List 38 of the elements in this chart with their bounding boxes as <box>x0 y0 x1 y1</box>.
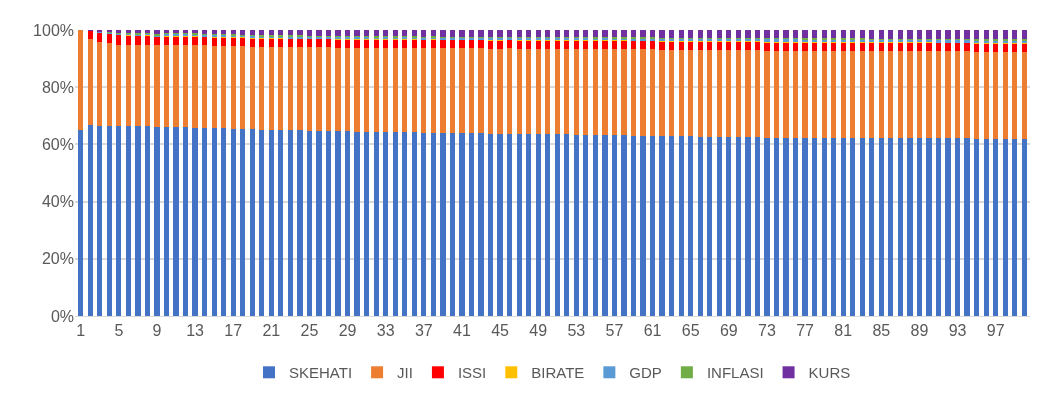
y-tick-label: 40% <box>41 193 74 211</box>
x-tick-label: 33 <box>376 322 395 340</box>
x-tick-label: 41 <box>453 322 471 340</box>
x-tick-label: 81 <box>834 322 853 340</box>
x-tick-label: 13 <box>186 322 205 340</box>
x-tick-label: 65 <box>681 322 700 340</box>
x-tick-label: 29 <box>338 322 357 340</box>
x-tick-label: 45 <box>491 322 510 340</box>
x-tick-label: 21 <box>262 322 281 340</box>
x-tick-label: 17 <box>224 322 243 340</box>
x-tick-label: 73 <box>758 322 776 340</box>
x-tick-label: 77 <box>796 322 815 340</box>
x-tick-label: 61 <box>643 322 662 340</box>
x-tick-label: 69 <box>719 322 738 340</box>
x-tick-label: 25 <box>300 322 319 340</box>
x-tick-label: 1 <box>76 322 86 340</box>
x-tick-label: 9 <box>152 322 162 340</box>
y-tick-label: 60% <box>41 136 74 153</box>
legend-label: ISSI <box>457 364 487 382</box>
x-tick-label: 85 <box>872 322 891 340</box>
x-tick-label: 97 <box>986 322 1005 340</box>
legend-label: JII <box>397 364 413 382</box>
x-tick-label: 37 <box>414 322 433 340</box>
x-tick-label: 49 <box>529 322 548 340</box>
x-tick-label: 53 <box>567 322 586 340</box>
legend-label: BIRATE <box>531 364 585 382</box>
legend-label: INFLASI <box>706 364 764 382</box>
y-tick-label: 0% <box>50 307 74 325</box>
legend-label: KURS <box>808 364 851 382</box>
x-tick-label: 5 <box>114 322 124 340</box>
legend-label: GDP <box>629 364 662 382</box>
y-tick-label: 100% <box>33 21 74 39</box>
y-tick-label: 20% <box>41 250 74 268</box>
x-tick-label: 57 <box>605 322 624 340</box>
x-tick-label: 89 <box>910 322 929 340</box>
y-tick-label: 80% <box>41 78 74 96</box>
legend-label: SKEHATI <box>289 364 353 382</box>
x-tick-label: 93 <box>948 322 967 340</box>
